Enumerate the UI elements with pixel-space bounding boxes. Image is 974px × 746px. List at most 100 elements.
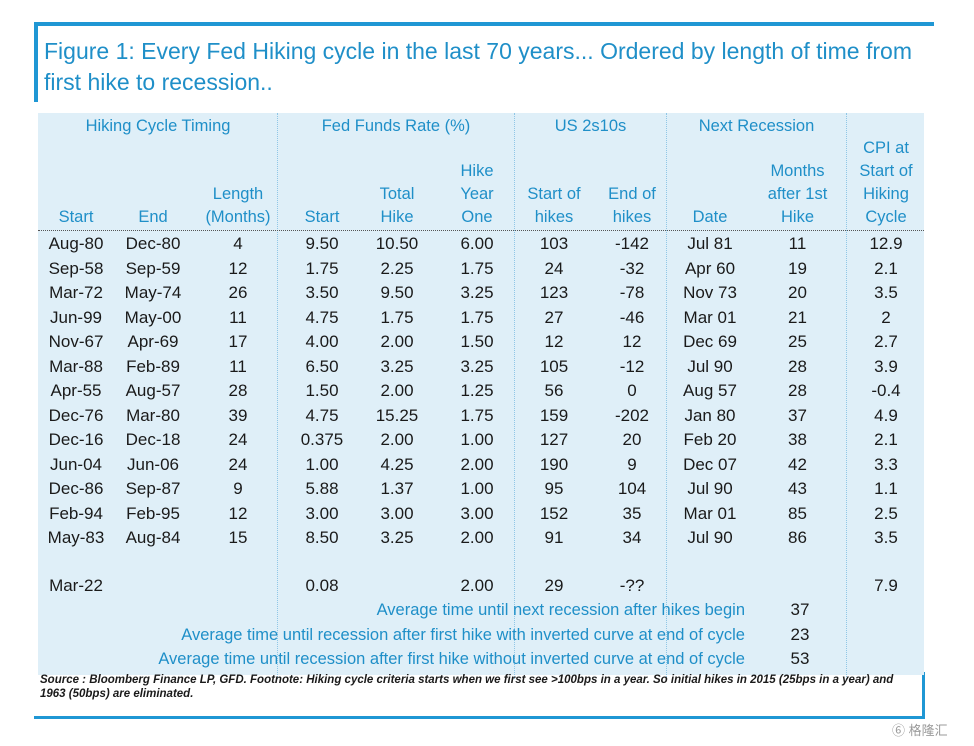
cell-start-of-hikes: 95 (544, 479, 564, 498)
cell-recession-date: Dec 69 (683, 332, 737, 351)
cell-months-after: 42 (788, 454, 807, 474)
cell-hike-year-one: 2.00 (460, 576, 494, 595)
cell-cpi: 4.9 (874, 405, 898, 425)
cell-cpi: -0.4 (871, 381, 901, 400)
cell-hike-year-one: 1.75 (460, 258, 494, 278)
cell-end: Sep-87 (125, 479, 181, 498)
cell-recession-date: Nov 73 (683, 283, 737, 302)
cell-recession-date: Feb 20 (683, 430, 737, 449)
cell-months-after: 20 (788, 283, 807, 302)
column-separator (666, 113, 667, 679)
average-label: Average time until recession after first… (181, 626, 745, 644)
cell-months-after: 38 (788, 430, 807, 449)
cell-cpi: 2 (881, 307, 891, 327)
cell-total-hike: 2.00 (380, 332, 414, 351)
cell-hike-year-one: 1.75 (460, 405, 494, 425)
cell-hike-year-one: 2.00 (460, 454, 494, 474)
cell-cpi: 3.5 (874, 528, 898, 547)
cell-start-of-hikes: 159 (539, 405, 569, 425)
cell-hike-year-one: 3.25 (460, 283, 494, 302)
cell-recession-date: Jul 90 (687, 528, 733, 547)
cell-start: Mar-22 (49, 576, 103, 595)
cell-end-of-hikes: -142 (614, 234, 650, 253)
cell-start-of-hikes: 29 (544, 576, 564, 595)
header-cpi-line3: Hiking (863, 185, 909, 203)
header-ff-start: Start (304, 208, 340, 226)
cell-end: Jun-06 (127, 454, 179, 474)
cell-start: Feb-94 (49, 503, 103, 523)
header-end: End (138, 208, 168, 226)
cell-cpi: 3.5 (874, 283, 898, 302)
cell-start: Mar-72 (49, 283, 103, 302)
cell-length: 12 (228, 258, 248, 278)
cell-recession-date: Jul 81 (687, 234, 733, 253)
source-footnote: Source : Bloomberg Finance LP, GFD. Foot… (40, 674, 894, 700)
cell-months-after: 37 (788, 405, 807, 425)
cell-ff-start: 4.00 (305, 332, 339, 351)
cell-cpi: 3.3 (874, 454, 898, 474)
cell-start-of-hikes: 24 (544, 258, 564, 278)
cell-ff-start: 9.50 (305, 234, 339, 253)
average-value: 53 (790, 649, 810, 668)
frame-top-border (34, 22, 934, 26)
group-header-timing: Hiking Cycle Timing (85, 117, 231, 135)
cell-hike-year-one: 1.75 (460, 307, 494, 327)
cell-recession-date: Jul 90 (687, 479, 733, 498)
header-cpi-line4: Cycle (865, 208, 907, 226)
header-months-line2: after 1st (767, 185, 828, 203)
cell-start-of-hikes: 91 (544, 528, 564, 547)
cell-total-hike: 3.25 (380, 356, 414, 376)
cell-ff-start: 1.50 (305, 381, 339, 400)
cell-end: May-74 (124, 283, 182, 302)
cell-total-hike: 2.00 (380, 381, 414, 400)
cell-hike-year-one: 1.00 (460, 479, 494, 498)
frame-bottom-border (34, 716, 924, 719)
cell-start: Apr-55 (50, 381, 102, 400)
cell-length: 28 (228, 381, 248, 400)
header-cpi-line1: CPI at (863, 139, 909, 157)
cell-ff-start: 0.08 (305, 576, 339, 595)
cell-end: Aug-57 (125, 381, 181, 400)
cell-cpi: 12.9 (869, 234, 903, 253)
cell-total-hike: 1.75 (380, 307, 414, 327)
cell-start-of-hikes: 105 (539, 356, 569, 376)
cell-months-after: 25 (788, 332, 807, 351)
cell-end-of-hikes: -78 (619, 283, 645, 302)
cell-start-of-hikes: 27 (544, 307, 564, 327)
cell-hike-year-one: 1.00 (460, 430, 494, 449)
cell-hike-year-one: 3.25 (460, 356, 494, 376)
cell-length: 4 (233, 234, 243, 253)
header-length-line2: (Months) (205, 208, 271, 226)
header-hike-line2: Year (460, 185, 494, 203)
cell-ff-start: 4.75 (305, 307, 339, 327)
cell-ff-start: 3.00 (305, 503, 339, 523)
header-hike-line1: Hike (460, 162, 494, 180)
average-value: 23 (790, 625, 810, 644)
header-end-of-line1: End of (608, 185, 656, 203)
header-total-line1: Total (379, 185, 415, 203)
cell-length: 24 (228, 430, 248, 449)
cell-cpi: 2.1 (874, 430, 898, 449)
cell-end-of-hikes: -46 (619, 307, 645, 327)
cell-end-of-hikes: 104 (617, 479, 647, 498)
cell-start: Dec-86 (48, 479, 104, 498)
cell-end-of-hikes: 20 (622, 430, 642, 449)
cell-end-of-hikes: 9 (627, 454, 637, 474)
cell-cpi: 2.5 (874, 503, 898, 523)
cell-start: Nov-67 (48, 332, 104, 351)
cell-end-of-hikes: 34 (622, 528, 642, 547)
cell-recession-date: Jul 90 (687, 356, 733, 376)
cell-start: Dec-76 (48, 405, 104, 425)
cell-length: 24 (228, 454, 248, 474)
cell-recession-date: Mar 01 (683, 503, 737, 523)
cell-end-of-hikes: -12 (619, 356, 645, 376)
cell-end-of-hikes: -32 (619, 258, 645, 278)
cell-months-after: 28 (788, 381, 807, 400)
cell-start-of-hikes: 152 (539, 503, 569, 523)
header-hike-line3: One (461, 208, 493, 226)
cell-ff-start: 3.50 (305, 283, 339, 302)
group-header-fed-funds: Fed Funds Rate (%) (321, 117, 471, 135)
cell-start: May-83 (47, 528, 105, 547)
cell-start-of-hikes: 12 (544, 332, 564, 351)
cell-end: Feb-89 (126, 356, 180, 376)
